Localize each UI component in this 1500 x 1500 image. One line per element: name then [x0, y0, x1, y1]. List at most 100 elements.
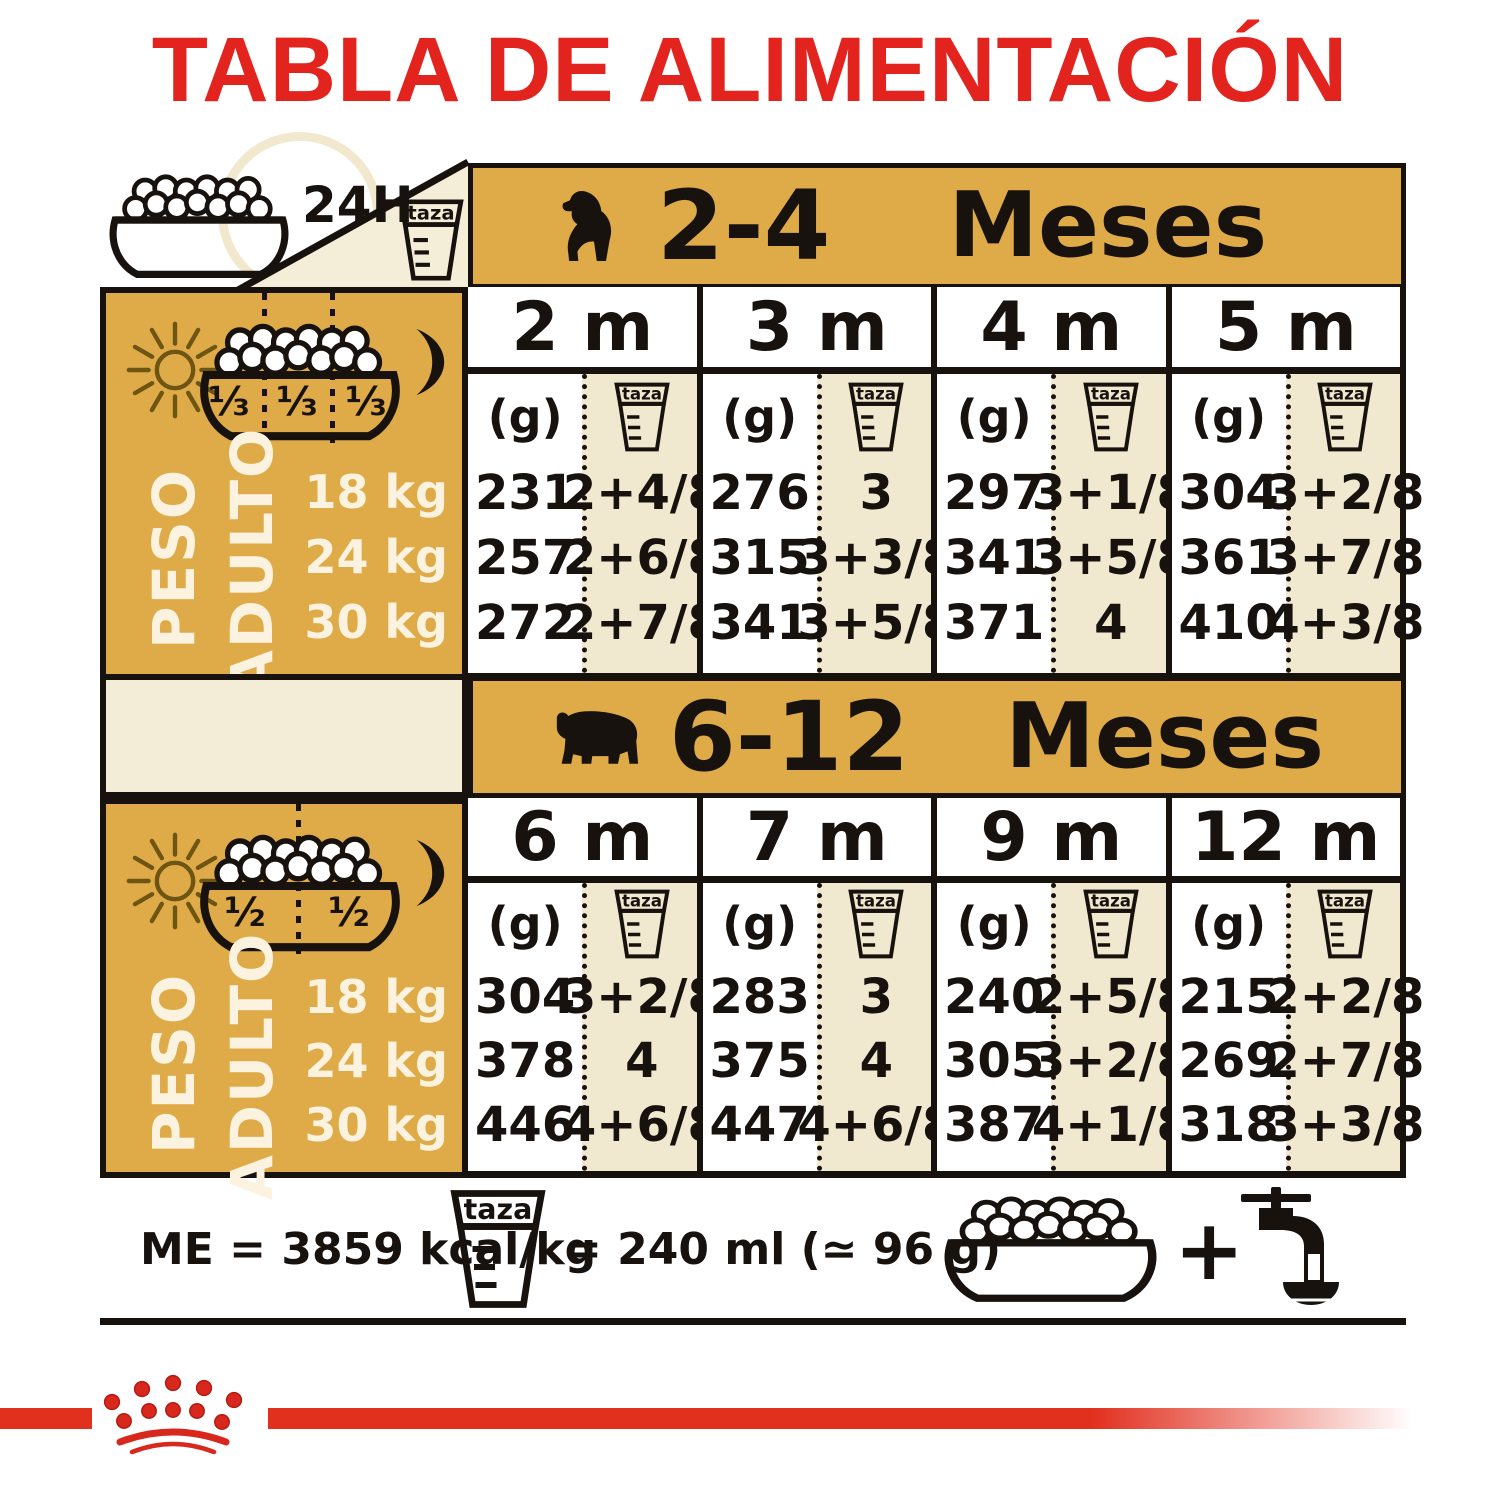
- me-kcal-label: ME = 3859 kcal/kg: [140, 1224, 597, 1275]
- footer-red-bar: [0, 1408, 92, 1429]
- cup-equivalence-label: = 240 ml (≃ 96 g): [565, 1224, 1002, 1275]
- cup-value: 2+4/8: [562, 464, 721, 521]
- feeding-table-2-4: 2 m (g) 231 257 272 2+4/8 2+6/8 2+7/8 3 …: [468, 287, 1424, 680]
- month-column: 9 m (g) 240 305 387 2+5/8 3+2/8 4+1/8: [931, 798, 1190, 1171]
- grams-value: 375: [709, 1033, 810, 1089]
- month-column: 4 m (g) 297 341 371 3+1/8 3+5/8 4: [931, 287, 1190, 673]
- section-2-4-header: 2-4 Meses: [468, 163, 1406, 289]
- grams-value: 257: [475, 529, 576, 586]
- adult-weight-list: 18 kg 24 kg 30 kg: [288, 965, 448, 1157]
- grams-value: 240: [944, 969, 1045, 1025]
- cup-value: 3+1/8: [1031, 464, 1190, 521]
- month-column: 3 m (g) 276 315 341 3 3+3/8 3+5/8: [696, 287, 955, 673]
- cup-value: 4+6/8: [562, 1097, 721, 1153]
- month-column: 2 m (g) 231 257 272 2+4/8 2+6/8 2+7/8: [468, 287, 721, 673]
- month-column: 6 m (g) 304 378 446 3+2/8 4 4+6/8: [468, 798, 721, 1171]
- grams-value: 297: [944, 464, 1045, 521]
- feeding-table-6-12: 6 m (g) 304 378 446 3+2/8 4 4+6/8 7 m: [468, 798, 1424, 1178]
- section-6-12-header: 6-12 Meses: [468, 676, 1406, 798]
- month-header: 12 m: [1171, 798, 1400, 883]
- month-header: 7 m: [702, 798, 931, 883]
- weight-row: 24 kg: [304, 1034, 448, 1088]
- age-range: 2-4: [657, 170, 831, 282]
- taza-cup-icon: [1083, 888, 1139, 960]
- moon-icon: [398, 327, 448, 397]
- month-column: 5 m (g) 304 361 410 3+2/8 3+7/8 4+3/8: [1165, 287, 1424, 673]
- grams-value: 304: [1178, 464, 1279, 521]
- portion-label: ½: [328, 890, 370, 936]
- weight-row: 24 kg: [304, 530, 448, 584]
- grams-value: 231: [475, 464, 576, 521]
- cup-value: 2+2/8: [1266, 969, 1425, 1025]
- grams-value: 371: [944, 594, 1045, 651]
- moon-icon: [398, 838, 448, 908]
- cup-value: 3+5/8: [797, 594, 956, 651]
- grams-label: (g): [1191, 897, 1267, 951]
- grams-value: 361: [1178, 529, 1279, 586]
- month-column: 12 m (g) 215 269 318 2+2/8 2+7/8 3+3/8: [1165, 798, 1424, 1171]
- cup-value: 3+5/8: [1031, 529, 1190, 586]
- cup-value: 2+7/8: [562, 594, 721, 651]
- peso-label: PESO: [140, 467, 208, 649]
- cup-value: 4: [859, 1033, 894, 1089]
- divider-line: [100, 1318, 1406, 1325]
- cup-value: 3+2/8: [562, 969, 721, 1025]
- taza-cup-icon: [1317, 381, 1373, 453]
- grams-value: 387: [944, 1097, 1045, 1153]
- cup-value: 2+7/8: [1266, 1033, 1425, 1089]
- cup-value: 2+5/8: [1031, 969, 1190, 1025]
- grams-label: (g): [722, 390, 798, 444]
- grams-value: 283: [709, 969, 810, 1025]
- meses-label: Meses: [948, 173, 1268, 278]
- grams-value: 272: [475, 594, 576, 651]
- month-header: 9 m: [937, 798, 1166, 883]
- cup-value: 3+3/8: [797, 529, 956, 586]
- portion-bowl-thirds: ⅓ ⅓ ⅓: [194, 293, 406, 451]
- cup-value: 3+2/8: [1031, 1033, 1190, 1089]
- grams-value: 315: [709, 529, 810, 586]
- grams-label: (g): [722, 897, 798, 951]
- taza-cup-icon: [1317, 888, 1373, 960]
- cup-value: 3: [859, 969, 894, 1025]
- 24h-label: 24H: [302, 176, 414, 234]
- grams-value: 215: [1178, 969, 1279, 1025]
- grams-value: 276: [709, 464, 810, 521]
- meses-label: Meses: [1005, 684, 1325, 789]
- section-separator: [100, 674, 468, 798]
- taza-cup-icon: [848, 888, 904, 960]
- plus-sign: +: [1174, 1201, 1245, 1299]
- grams-value: 318: [1178, 1097, 1279, 1153]
- grams-label: (g): [487, 897, 563, 951]
- royal-canin-crown-logo: [103, 1374, 243, 1455]
- section-2-4-legend-panel: ⅓ ⅓ ⅓ PESO ADULTO 18 kg 24 kg 30 kg: [100, 287, 468, 695]
- grams-value: 341: [944, 529, 1045, 586]
- cup-value: 4+6/8: [797, 1097, 956, 1153]
- grams-value: 410: [1178, 594, 1279, 651]
- taza-cup-icon: [450, 1188, 546, 1310]
- month-header: 3 m: [702, 287, 931, 374]
- page-title: TABLA DE ALIMENTACIÓN: [151, 19, 1349, 121]
- cup-value: 4: [1094, 594, 1128, 651]
- portion-label: ⅓: [345, 379, 387, 425]
- month-header: 6 m: [468, 798, 697, 883]
- water-tap-icon: [1230, 1186, 1344, 1308]
- grams-value: 446: [475, 1097, 576, 1153]
- portion-label: ⅓: [276, 379, 318, 425]
- month-header: 2 m: [468, 287, 697, 374]
- grams-label: (g): [956, 390, 1032, 444]
- adult-weight-list: 18 kg 24 kg 30 kg: [288, 460, 448, 655]
- footer-red-bar: [268, 1408, 1413, 1429]
- portion-label: ½: [224, 890, 266, 936]
- weight-row: 30 kg: [304, 595, 448, 649]
- taza-cup-icon: [398, 198, 464, 282]
- taza-cup-icon: [614, 381, 670, 453]
- cup-value: 3+7/8: [1266, 529, 1425, 586]
- grams-value: 341: [709, 594, 810, 651]
- food-bowl-icon: [938, 1194, 1163, 1308]
- age-range: 6-12: [669, 681, 910, 793]
- grams-label: (g): [1191, 390, 1267, 444]
- footer-legend: ME = 3859 kcal/kg = 240 ml (≃ 96 g) +: [100, 1186, 1406, 1314]
- adulto-label: ADULTO: [218, 931, 286, 1201]
- cup-value: 4+3/8: [1266, 594, 1425, 651]
- month-header: 5 m: [1171, 287, 1400, 374]
